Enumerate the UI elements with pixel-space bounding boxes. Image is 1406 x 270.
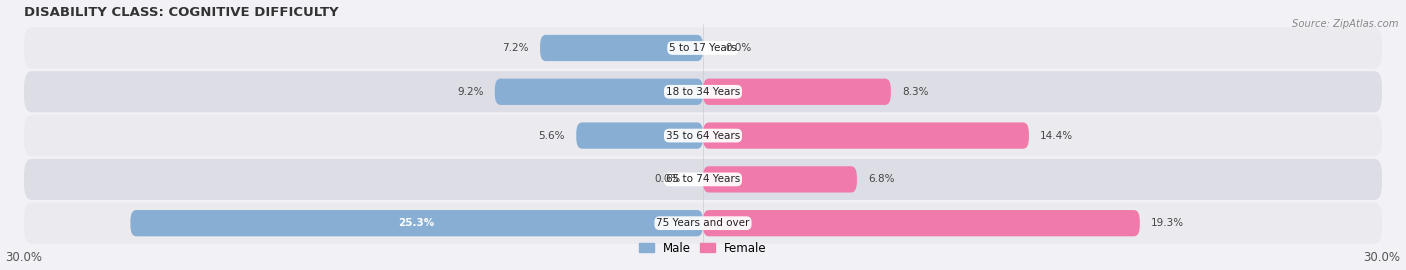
Text: 5 to 17 Years: 5 to 17 Years — [669, 43, 737, 53]
FancyBboxPatch shape — [24, 71, 1382, 112]
FancyBboxPatch shape — [131, 210, 703, 236]
Text: 0.0%: 0.0% — [654, 174, 681, 184]
Legend: Male, Female: Male, Female — [634, 237, 772, 259]
Text: 35 to 64 Years: 35 to 64 Years — [666, 131, 740, 141]
Text: 6.8%: 6.8% — [869, 174, 894, 184]
Text: 65 to 74 Years: 65 to 74 Years — [666, 174, 740, 184]
Text: 25.3%: 25.3% — [398, 218, 434, 228]
Text: 14.4%: 14.4% — [1040, 131, 1073, 141]
Text: 0.0%: 0.0% — [725, 43, 752, 53]
FancyBboxPatch shape — [703, 210, 1140, 236]
FancyBboxPatch shape — [24, 202, 1382, 244]
Text: 8.3%: 8.3% — [903, 87, 928, 97]
FancyBboxPatch shape — [703, 166, 856, 193]
Text: 75 Years and over: 75 Years and over — [657, 218, 749, 228]
FancyBboxPatch shape — [703, 79, 891, 105]
Text: 19.3%: 19.3% — [1152, 218, 1184, 228]
Text: Source: ZipAtlas.com: Source: ZipAtlas.com — [1292, 19, 1399, 29]
Text: 5.6%: 5.6% — [538, 131, 565, 141]
Text: 7.2%: 7.2% — [502, 43, 529, 53]
FancyBboxPatch shape — [576, 122, 703, 149]
FancyBboxPatch shape — [703, 122, 1029, 149]
FancyBboxPatch shape — [540, 35, 703, 61]
Text: DISABILITY CLASS: COGNITIVE DIFFICULTY: DISABILITY CLASS: COGNITIVE DIFFICULTY — [24, 6, 339, 19]
FancyBboxPatch shape — [24, 115, 1382, 156]
FancyBboxPatch shape — [495, 79, 703, 105]
FancyBboxPatch shape — [24, 159, 1382, 200]
FancyBboxPatch shape — [24, 27, 1382, 69]
Text: 18 to 34 Years: 18 to 34 Years — [666, 87, 740, 97]
Text: 9.2%: 9.2% — [457, 87, 484, 97]
